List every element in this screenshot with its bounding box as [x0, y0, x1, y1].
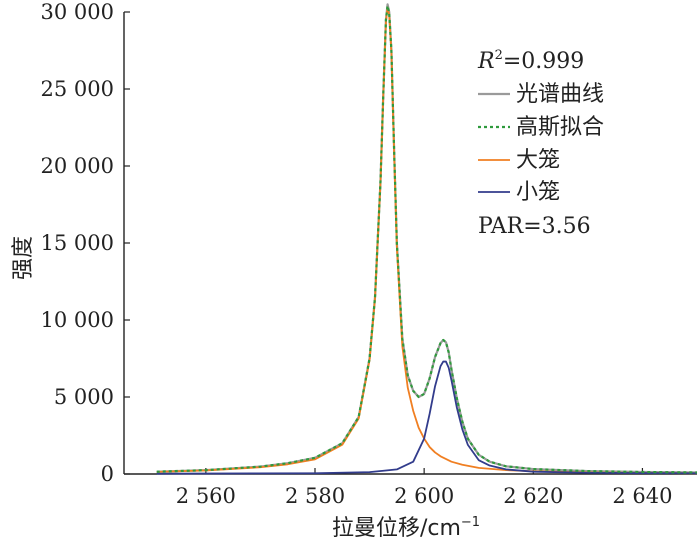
- x-tick-label: 2 580: [285, 484, 345, 508]
- x-ticks: 2 560 2 580 2 600 2 620 2 640: [176, 468, 672, 508]
- y-axis-title-group: 强度: [11, 236, 36, 280]
- par-annotation: PAR=3.56: [478, 214, 591, 239]
- spectrum-curve: [156, 3, 698, 474]
- y-tick-label: 5 000: [54, 385, 114, 409]
- axes: [123, 12, 697, 475]
- r2-value: =0.999: [503, 49, 584, 74]
- y-tick-label: 0: [101, 462, 114, 486]
- x-tick-label: 2 640: [612, 484, 672, 508]
- y-axis-title: 强度: [11, 236, 36, 280]
- legend-label: 小笼: [516, 180, 560, 205]
- r2-annotation: R2=0.999: [477, 48, 584, 74]
- x-tick-label: 2 560: [176, 484, 236, 508]
- y-tick-label: 20 000: [41, 154, 114, 178]
- r2-superscript: 2: [495, 48, 503, 63]
- y-ticks: 0 5 000 10 000 15 000 20 000 25 000 30 000: [41, 0, 130, 486]
- legend-label: 光谱曲线: [516, 82, 604, 107]
- gaussian-fit-curve: [156, 4, 698, 474]
- y-tick-label: 10 000: [41, 308, 114, 332]
- large-cage-curve: [156, 6, 698, 475]
- legend-label: 高斯拟合: [516, 115, 604, 140]
- series-layer: [156, 3, 698, 475]
- x-axis-title: 拉曼位移/cm−1: [332, 515, 480, 541]
- legend-label: 大笼: [516, 148, 560, 173]
- r2-symbol: R: [477, 49, 495, 74]
- small-cage-curve: [156, 360, 698, 475]
- x-axis-title-text: 拉曼位移/cm: [332, 516, 461, 541]
- x-axis-title-superscript: −1: [461, 515, 480, 530]
- y-tick-label: 15 000: [41, 231, 114, 255]
- y-tick-label: 25 000: [41, 77, 114, 101]
- x-tick-label: 2 620: [503, 484, 563, 508]
- x-tick-label: 2 600: [394, 484, 454, 508]
- y-tick-label: 30 000: [41, 0, 114, 24]
